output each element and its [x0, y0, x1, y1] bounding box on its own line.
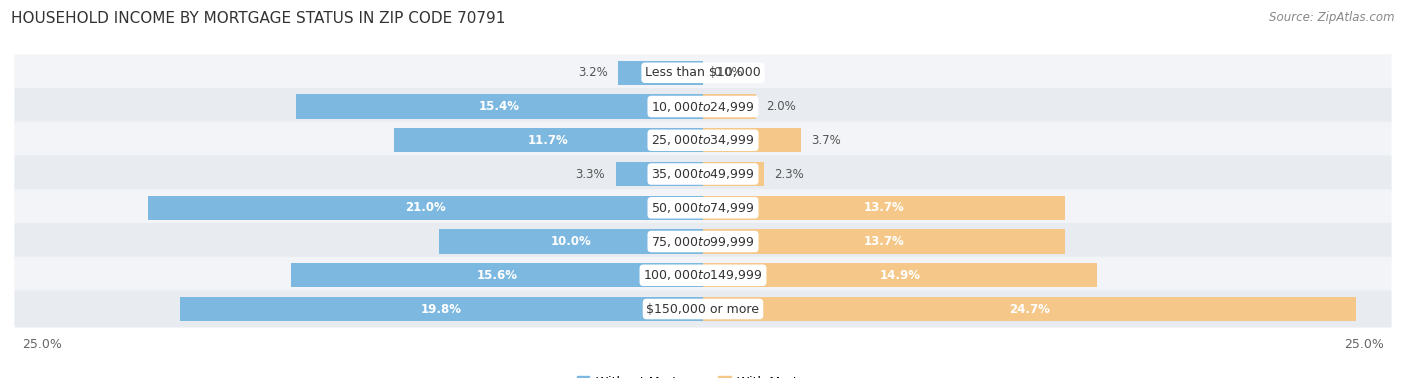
Bar — [394, 128, 703, 152]
Text: 11.7%: 11.7% — [529, 134, 569, 147]
Bar — [703, 263, 1097, 287]
Text: 2.0%: 2.0% — [766, 100, 796, 113]
Text: HOUSEHOLD INCOME BY MORTGAGE STATUS IN ZIP CODE 70791: HOUSEHOLD INCOME BY MORTGAGE STATUS IN Z… — [11, 11, 506, 26]
Bar — [619, 60, 703, 85]
FancyBboxPatch shape — [14, 88, 1392, 125]
FancyBboxPatch shape — [14, 189, 1392, 226]
Text: 15.6%: 15.6% — [477, 269, 517, 282]
Bar — [703, 128, 801, 152]
Text: 21.0%: 21.0% — [405, 201, 446, 214]
FancyBboxPatch shape — [14, 122, 1392, 159]
Bar — [703, 94, 756, 119]
Text: 19.8%: 19.8% — [420, 302, 461, 316]
Text: 24.7%: 24.7% — [1010, 302, 1050, 316]
Bar — [180, 297, 703, 321]
Text: $25,000 to $34,999: $25,000 to $34,999 — [651, 133, 755, 147]
Text: 15.4%: 15.4% — [479, 100, 520, 113]
Text: 14.9%: 14.9% — [879, 269, 921, 282]
FancyBboxPatch shape — [14, 54, 1392, 91]
Bar — [703, 297, 1355, 321]
FancyBboxPatch shape — [14, 257, 1392, 294]
Text: 13.7%: 13.7% — [863, 201, 904, 214]
Bar — [703, 229, 1066, 254]
FancyBboxPatch shape — [14, 223, 1392, 260]
Text: 3.3%: 3.3% — [575, 167, 605, 181]
Text: 3.2%: 3.2% — [578, 66, 607, 79]
FancyBboxPatch shape — [14, 155, 1392, 192]
Text: $35,000 to $49,999: $35,000 to $49,999 — [651, 167, 755, 181]
Text: $150,000 or more: $150,000 or more — [647, 302, 759, 316]
Bar — [291, 263, 703, 287]
Text: 13.7%: 13.7% — [863, 235, 904, 248]
Text: 10.0%: 10.0% — [551, 235, 591, 248]
Bar — [439, 229, 703, 254]
Text: 3.7%: 3.7% — [811, 134, 841, 147]
Bar — [703, 162, 763, 186]
Bar — [703, 196, 1066, 220]
FancyBboxPatch shape — [14, 290, 1392, 328]
Text: $75,000 to $99,999: $75,000 to $99,999 — [651, 234, 755, 248]
Text: $50,000 to $74,999: $50,000 to $74,999 — [651, 201, 755, 215]
Text: Source: ZipAtlas.com: Source: ZipAtlas.com — [1270, 11, 1395, 24]
Legend: Without Mortgage, With Mortgage: Without Mortgage, With Mortgage — [576, 376, 830, 378]
Text: Less than $10,000: Less than $10,000 — [645, 66, 761, 79]
Text: $10,000 to $24,999: $10,000 to $24,999 — [651, 99, 755, 113]
Text: 2.3%: 2.3% — [775, 167, 804, 181]
Bar — [616, 162, 703, 186]
Bar — [295, 94, 703, 119]
Text: 0.0%: 0.0% — [714, 66, 744, 79]
Bar — [148, 196, 703, 220]
Text: $100,000 to $149,999: $100,000 to $149,999 — [644, 268, 762, 282]
